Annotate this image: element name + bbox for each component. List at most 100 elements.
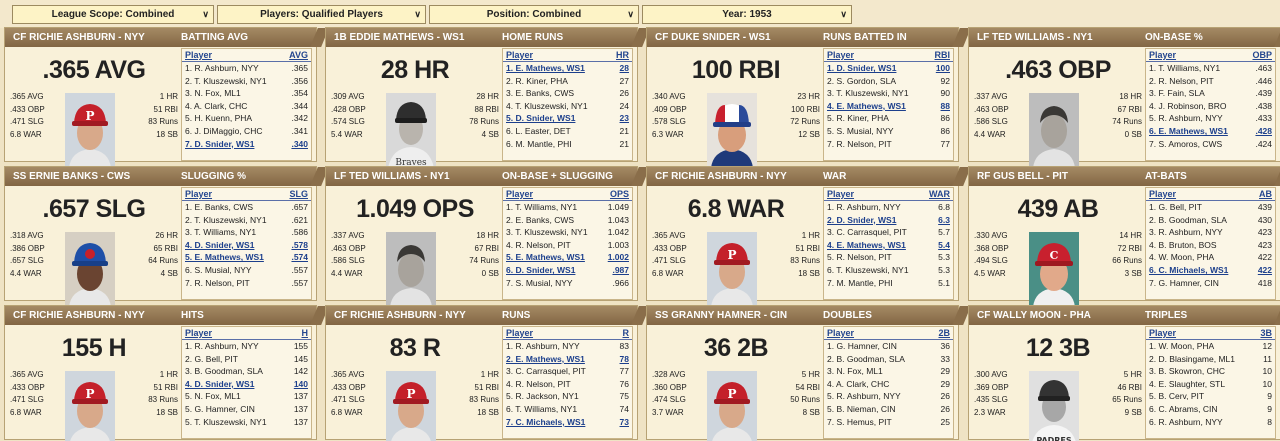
player-stat-right: 1 HR [159, 370, 178, 379]
column-header-player[interactable]: Player [827, 328, 855, 338]
leader-name[interactable]: 7. C. Michaels, WS1 [506, 416, 586, 427]
leaderboard-row: 6. J. DiMaggio, CHC .341 [182, 125, 311, 138]
leaderboard-row[interactable]: 2. D. Snider, WS1 6.3 [824, 214, 953, 227]
leaderboard-row: 2. S. Gordon, SLA 92 [824, 75, 953, 88]
column-header-stat[interactable]: 3B [1260, 328, 1272, 338]
panel-player-name[interactable]: RF GUS BELL - PIT [977, 171, 1068, 182]
leaderboard-row[interactable]: 4. D. Snider, WS1 .578 [182, 239, 311, 252]
leaderboard-row[interactable]: 6. E. Mathews, WS1 .428 [1146, 125, 1275, 138]
leader-name[interactable]: 5. D. Snider, WS1 [506, 113, 576, 124]
column-header-stat[interactable]: OPS [609, 189, 629, 199]
leaderboard-row[interactable]: 5. D. Snider, WS1 23 [503, 112, 632, 125]
panel-player-name[interactable]: LF TED WILLIAMS - NY1 [334, 171, 450, 182]
leaderboard-row[interactable]: 4. D. Snider, WS1 140 [182, 378, 311, 391]
position-dropdown[interactable]: Position: Combined ∨ [429, 5, 639, 24]
players-dropdown[interactable]: Players: Qualified Players ∨ [217, 5, 426, 24]
leader-name[interactable]: 4. E. Mathews, WS1 [827, 100, 906, 111]
leaderboard-row[interactable]: 7. D. Snider, WS1 .340 [182, 138, 311, 151]
leader-name[interactable]: 4. D. Snider, WS1 [185, 378, 255, 389]
column-header-stat[interactable]: WAR [929, 189, 950, 199]
panel-stat-title: ON-BASE + SLUGGING [502, 171, 613, 182]
leader-name[interactable]: 4. D. Snider, WS1 [185, 239, 255, 250]
player-photo: P [707, 371, 757, 441]
leaderboard-row[interactable]: 5. E. Mathews, WS1 .574 [182, 251, 311, 264]
leaderboard-row[interactable]: 6. D. Snider, WS1 .987 [503, 264, 632, 277]
column-header-stat[interactable]: OBP [1252, 50, 1272, 60]
leaderboard-table: Player 2B 1. G. Hamner, CIN 36 2. B. Goodman… [823, 326, 954, 439]
leader-name[interactable]: 1. E. Mathews, WS1 [506, 63, 585, 73]
column-header-stat[interactable]: AVG [289, 50, 308, 60]
leader-value: 137 [293, 391, 308, 402]
column-header-stat[interactable]: 2B [938, 328, 950, 338]
leader-value: 100 [935, 63, 950, 73]
column-header-stat[interactable]: HR [616, 50, 629, 60]
panel-player-name[interactable]: LF TED WILLIAMS - NY1 [977, 32, 1093, 43]
column-header-player[interactable]: Player [827, 50, 855, 60]
panel-player-name[interactable]: SS GRANNY HAMNER - CIN [655, 310, 788, 321]
leader-name[interactable]: 7. D. Snider, WS1 [185, 138, 255, 149]
column-header-player[interactable]: Player [185, 50, 213, 60]
column-header-stat[interactable]: SLG [289, 189, 308, 199]
league-scope-dropdown[interactable]: League Scope: Combined ∨ [12, 5, 214, 24]
featured-stat-value: 6.8 WAR [687, 195, 785, 223]
leader-name[interactable]: 2. E. Mathews, WS1 [506, 353, 585, 364]
leader-name: 4. T. Kluszewski, NY1 [506, 100, 588, 111]
player-stat-left: .330 AVG [974, 231, 1008, 240]
leader-name: 4. E. Slaughter, STL [1149, 378, 1226, 389]
column-header-player[interactable]: Player [185, 328, 213, 338]
player-stat-left: .433 OBP [10, 104, 45, 114]
column-header-stat[interactable]: RBI [934, 50, 951, 60]
player-photo: P [707, 232, 757, 307]
leader-value: 1.042 [607, 227, 629, 238]
leaderboard-row[interactable]: 1. E. Mathews, WS1 28 [503, 62, 632, 75]
leader-value: .439 [1255, 88, 1272, 99]
panel-player-name[interactable]: 1B EDDIE MATHEWS - WS1 [334, 32, 465, 43]
leader-name: 5. B. Cerv, PIT [1149, 391, 1205, 402]
leaderboard-row[interactable]: 4. E. Mathews, WS1 88 [824, 100, 953, 113]
leader-panel: SS GRANNY HAMNER - CIN DOUBLES 36 2B .328 A… [646, 305, 971, 441]
leader-name[interactable]: 4. E. Mathews, WS1 [827, 239, 906, 250]
year-dropdown[interactable]: Year: 1953 ∨ [642, 5, 852, 24]
panel-player-name[interactable]: SS ERNIE BANKS - CWS [13, 171, 131, 182]
leaderboard-row[interactable]: 7. C. Michaels, WS1 73 [503, 416, 632, 429]
column-header-player[interactable]: Player [506, 328, 534, 338]
leaderboard-row[interactable]: 1. D. Snider, WS1 100 [824, 62, 953, 75]
column-header-stat[interactable]: H [301, 328, 309, 338]
column-header-player[interactable]: Player [506, 50, 534, 60]
column-header-player[interactable]: Player [827, 189, 855, 199]
column-header-stat[interactable]: AB [1259, 189, 1272, 199]
player-photo: P [65, 93, 115, 168]
panel-player-name[interactable]: CF RICHIE ASHBURN - NYY [334, 310, 466, 321]
player-stat-left: .386 OBP [10, 243, 45, 253]
column-header-player[interactable]: Player [1149, 328, 1177, 338]
leaderboard-row[interactable]: 4. E. Mathews, WS1 5.4 [824, 239, 953, 252]
leader-name[interactable]: 1. D. Snider, WS1 [827, 63, 897, 73]
leader-name[interactable]: 5. E. Mathews, WS1 [506, 252, 585, 263]
leaderboard-row: 1. R. Ashburn, NYY 6.8 [824, 201, 953, 214]
leader-value: .463 [1255, 63, 1272, 73]
leader-name[interactable]: 6. E. Mathews, WS1 [1149, 125, 1228, 136]
column-header-player[interactable]: Player [185, 189, 213, 199]
panel-player-name[interactable]: CF RICHIE ASHBURN - NYY [13, 310, 145, 321]
leader-name[interactable]: 6. C. Michaels, WS1 [1149, 264, 1229, 275]
leaderboard-row[interactable]: 6. C. Michaels, WS1 422 [1146, 264, 1275, 277]
leaderboard-row[interactable]: 2. E. Mathews, WS1 78 [503, 353, 632, 366]
panel-player-name[interactable]: CF RICHIE ASHBURN - NYY [13, 32, 145, 43]
column-header-stat[interactable]: R [622, 328, 630, 338]
column-header-player[interactable]: Player [1149, 189, 1177, 199]
leader-name: 1. G. Bell, PIT [1149, 202, 1202, 212]
column-header-player[interactable]: Player [506, 189, 534, 199]
leader-name[interactable]: 6. D. Snider, WS1 [506, 264, 576, 275]
leader-value: 88 [940, 100, 950, 111]
leaderboard-row: 4. E. Slaughter, STL 10 [1146, 378, 1275, 391]
leader-value: 5.3 [938, 252, 950, 263]
panel-player-name[interactable]: CF DUKE SNIDER - WS1 [655, 32, 771, 43]
leaderboard-row[interactable]: 5. E. Mathews, WS1 1.002 [503, 251, 632, 264]
leader-name[interactable]: 5. E. Mathews, WS1 [185, 252, 264, 263]
leader-name[interactable]: 2. D. Snider, WS1 [827, 214, 897, 225]
leaderboard-header: Player SLG [182, 188, 311, 201]
panel-player-name[interactable]: CF RICHIE ASHBURN - NYY [655, 171, 787, 182]
player-stat-left: .474 SLG [652, 395, 686, 404]
column-header-player[interactable]: Player [1149, 50, 1177, 60]
panel-player-name[interactable]: CF WALLY MOON - PHA [977, 310, 1091, 321]
